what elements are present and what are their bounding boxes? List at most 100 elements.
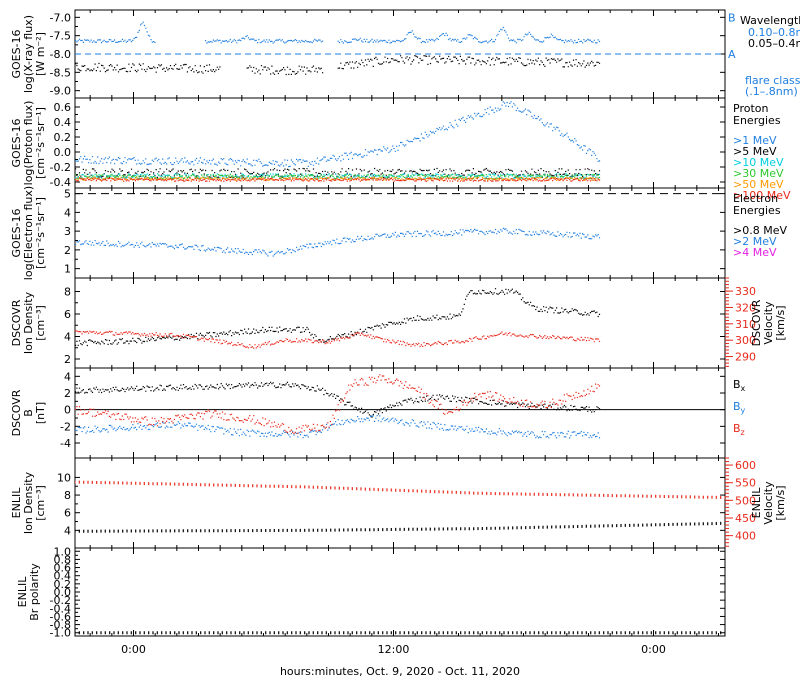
- panel-dscovr_mag: -4 -2 0 2 4 DSCOVR B [nT] Bx By Bz: [10, 367, 746, 459]
- y2label-enlil_plasma: ENLIL: [750, 487, 763, 519]
- ytick-label-xray: -7.5: [50, 30, 71, 43]
- series-velocity: [75, 480, 725, 499]
- ytick-label-dscovr_mag: 2: [64, 387, 71, 400]
- ytick-label-xray: -9.0: [50, 85, 71, 98]
- legend-entry-proton: >5 MeV: [733, 145, 777, 158]
- legend-entry-proton: >100 MeV: [733, 189, 791, 202]
- legend-entry-electron: >2 MeV: [733, 235, 777, 248]
- ylabel-enlil_polarity: Br polarity: [28, 563, 41, 621]
- ytick-label-proton: 0.4: [54, 116, 72, 129]
- series-group-xray: [75, 21, 601, 76]
- ylabel-dscovr_mag: DSCOVR: [10, 389, 23, 436]
- ytick-label-enlil_polarity: 0.2: [54, 578, 72, 591]
- ytick-label-proton: -0.4: [50, 176, 71, 189]
- ytick-label-xray: -8.5: [50, 66, 71, 79]
- y2tick-label-enlil_plasma: 500: [735, 494, 756, 507]
- ylabel-enlil_plasma: Ion Density: [22, 471, 35, 534]
- legend-title-electron: Energies: [733, 204, 781, 217]
- legend-subscript: x: [741, 384, 746, 393]
- ytick-label-electron: 2: [64, 244, 71, 257]
- y2tick-label-enlil_plasma: 450: [735, 512, 756, 525]
- y2tick-label-dscovr_plasma: 310: [735, 318, 756, 331]
- series-velocity: [75, 330, 601, 349]
- ylabel-dscovr_mag: [nT]: [34, 402, 47, 424]
- series-bx: [75, 381, 601, 418]
- legend-title-proton: Energies: [733, 114, 781, 127]
- series--1-mev: [75, 101, 601, 168]
- ytick-label-electron: 1: [64, 263, 71, 276]
- ytick-label-dscovr_mag: 0: [64, 404, 71, 417]
- panel-frame-enlil_polarity: [74, 547, 726, 637]
- ytick-label-enlil_polarity: 0.8: [54, 553, 72, 566]
- ytick-label-electron: 4: [64, 206, 71, 219]
- series-by: [75, 415, 601, 439]
- ytick-label-enlil_polarity: -0.6: [50, 610, 71, 623]
- legend-entry-proton: >10 MeV: [733, 156, 784, 169]
- ytick-label-enlil_plasma: 10: [57, 471, 71, 484]
- legend-title-xray: Wavelength: [740, 14, 800, 27]
- ylabel-electron: [cm⁻²s⁻¹sr⁻¹]: [34, 197, 47, 269]
- ytick-label-enlil_polarity: -0.2: [50, 594, 71, 607]
- series-group-dscovr_mag: [75, 374, 601, 439]
- legend-entry-xray: 0.10–0.8nm: [748, 26, 800, 39]
- ytick-label-dscovr_plasma: 2: [64, 353, 71, 366]
- y2tick-label-dscovr_plasma: 300: [735, 334, 756, 347]
- legend-subscript: z: [741, 428, 745, 437]
- panel-frame-dscovr_plasma: [74, 277, 726, 369]
- panel-frame-enlil_plasma: [74, 457, 726, 549]
- legend-entry-dscovr_mag: Bx: [733, 378, 746, 393]
- legend-entry-xray: 0.05–0.4nm: [748, 37, 800, 50]
- ytick-label-proton: 0.2: [54, 131, 72, 144]
- ylabel-enlil_plasma: [cm⁻³]: [34, 485, 47, 521]
- ytick-label-enlil_polarity: -1.0: [50, 627, 71, 640]
- ytick-label-dscovr_mag: -4: [60, 437, 71, 450]
- ytick-label-proton: -0.2: [50, 161, 71, 174]
- ylabel-enlil_plasma: ENLIL: [10, 487, 23, 519]
- ylabel-proton: log(Proton flux): [22, 101, 35, 186]
- ytick-label-proton: 0.6: [54, 101, 72, 114]
- y2tick-label-enlil_plasma: 600: [735, 459, 756, 472]
- xtick-label: 0:00: [121, 643, 146, 656]
- y2label-dscovr_plasma: [km/s]: [774, 305, 787, 340]
- ytick-label-electron: 3: [64, 225, 71, 238]
- panel-xray: -9.0 -8.5 -8.0 -7.5 -7.0 GOES-16 log(X-ray flu…: [10, 9, 800, 99]
- x-axis-title: hours:minutes, Oct. 9, 2020 - Oct. 11, 2…: [279, 665, 521, 678]
- series-group-enlil_plasma: [75, 480, 725, 533]
- ylabel-enlil_polarity: ENLIL: [16, 576, 29, 608]
- panel-electron: 1 2 3 4 5 GOES-16 log(Electron flux) [cm⁻²s⁻¹sr…: [10, 186, 787, 280]
- legend-entry-proton: >30 MeV: [733, 167, 784, 180]
- panel-proton: -0.4 -0.2 0.0 0.2 0.4 0.6 GOES-16 log(Proton fl…: [10, 97, 791, 202]
- series--100-mev: [75, 177, 601, 182]
- flare-class-note: (.1–.8nm): [745, 85, 798, 98]
- ytick-label-dscovr_plasma: 8: [64, 286, 71, 299]
- ylabel-xray: log(X-ray flux): [22, 15, 35, 93]
- ytick-label-enlil_plasma: 8: [64, 489, 71, 502]
- ylabel-dscovr_mag: B: [22, 409, 35, 417]
- ylabel-proton: GOES-16: [10, 118, 23, 167]
- series-group-electron: [75, 227, 601, 257]
- legend-title-electron: Electron: [733, 192, 778, 205]
- y2tick-label-dscovr_plasma: 290: [735, 351, 756, 364]
- y2label-enlil_plasma: [km/s]: [774, 485, 787, 520]
- panel-enlil_polarity: -1.0-0.8-0.6-0.4-0.20.00.20.40.60.81.0 EN…: [16, 545, 726, 640]
- ytick-label-xray: -7.0: [50, 11, 71, 24]
- legend-subscript: y: [741, 406, 746, 415]
- xtick-label: 0:00: [641, 643, 666, 656]
- ytick-label-enlil_polarity: 0.6: [54, 562, 72, 575]
- ytick-label-xray: -8.0: [50, 48, 71, 61]
- y2tick-label-enlil_plasma: 400: [735, 530, 756, 543]
- ylabel-xray: [W m⁻²]: [34, 32, 47, 76]
- ytick-label-dscovr_plasma: 6: [64, 308, 71, 321]
- legend-entry-dscovr_mag: By: [733, 400, 746, 415]
- legend-entry-electron: >4 MeV: [733, 246, 777, 259]
- y2label-dscovr_plasma: DSCOVR: [750, 299, 763, 346]
- ytick-label-enlil_polarity: -0.4: [50, 602, 71, 615]
- series-bz: [75, 374, 601, 435]
- series-group-dscovr_plasma: [75, 288, 601, 349]
- legend-entry-proton: >50 MeV: [733, 178, 784, 191]
- flare-class-marker: B: [728, 11, 736, 24]
- series-br-polarity: [75, 631, 725, 635]
- ytick-label-electron: 5: [64, 188, 71, 201]
- series-ion-density: [75, 288, 601, 347]
